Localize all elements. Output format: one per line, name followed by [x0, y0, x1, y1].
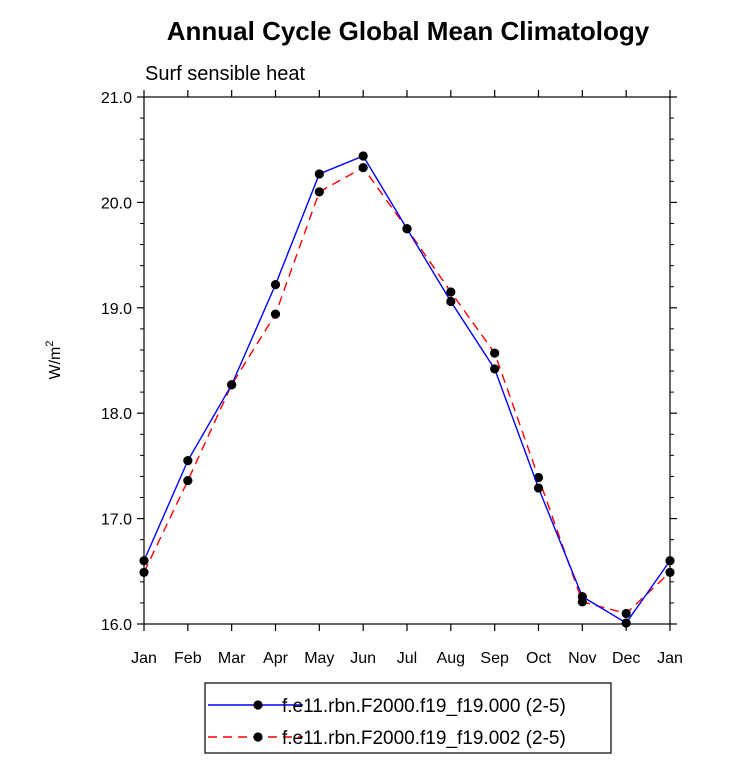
series-point [183, 476, 193, 486]
y-axis-label: W/m2 [44, 341, 64, 380]
y-tick-label: 19.0 [101, 301, 132, 318]
x-tick-label: Nov [568, 650, 596, 667]
legend-label: f.e11.rbn.F2000.f19_f19.002 (2-5) [282, 728, 566, 749]
x-tick-label: Mar [218, 650, 246, 667]
series-point [621, 608, 631, 619]
series-point [446, 296, 456, 307]
x-tick-label: Sep [480, 650, 509, 667]
series-point [314, 169, 324, 179]
series-line [143, 166, 671, 615]
x-tick-label: Dec [612, 650, 640, 667]
y-tick-label: 18.0 [101, 406, 132, 423]
series-point [446, 287, 456, 297]
series-point [665, 567, 675, 577]
x-tick-label: Oct [526, 650, 551, 667]
series-point [270, 280, 281, 290]
y-tick-label: 16.0 [101, 617, 132, 634]
series-point [227, 380, 237, 390]
series-point [490, 364, 500, 374]
series-point [533, 483, 544, 493]
series-point [402, 224, 412, 234]
x-tick-label: Aug [437, 650, 465, 667]
y-axis-label-base: W/m [47, 347, 64, 380]
legend: f.e11.rbn.F2000.f19_f19.000 (2-5) f.e11.r… [204, 682, 612, 754]
y-tick-label: 17.0 [101, 512, 132, 529]
x-tick-label: Jan [131, 650, 157, 667]
legend-marker [253, 732, 263, 742]
chart-title: Annual Cycle Global Mean Climatology [167, 16, 650, 46]
x-tick-label: Feb [174, 650, 202, 667]
axes-group: 16.0 17.0 18.0 19.0 20.0 21.0 Jan Feb Mar Apr May J… [101, 90, 683, 667]
legend-box [204, 682, 612, 754]
series-point [358, 163, 368, 173]
x-tick-label: Apr [263, 650, 289, 667]
series-point [139, 567, 149, 577]
x-tick-label: May [304, 650, 334, 667]
series-point [183, 456, 193, 466]
series-point [490, 348, 500, 358]
series-point [665, 556, 675, 566]
x-tick-label: Jun [350, 650, 376, 667]
chart-subtitle: Surf sensible heat [145, 63, 306, 85]
series-group [139, 151, 675, 628]
series-point [577, 591, 587, 602]
series-point [139, 556, 149, 566]
legend-label: f.e11.rbn.F2000.f19_f19.000 (2-5) [282, 696, 566, 717]
x-tick-label: Jul [397, 650, 417, 667]
legend-marker [253, 700, 263, 710]
y-axis-label-sup: 2 [44, 341, 56, 347]
series-point [358, 151, 368, 161]
y-tick-label: 21.0 [101, 90, 132, 107]
x-tick-label: Jan [657, 650, 683, 667]
y-tick-label: 20.0 [101, 195, 132, 212]
series-point [270, 309, 281, 319]
series-point [314, 187, 324, 197]
series-point [621, 618, 631, 628]
plot-frame [143, 96, 671, 625]
